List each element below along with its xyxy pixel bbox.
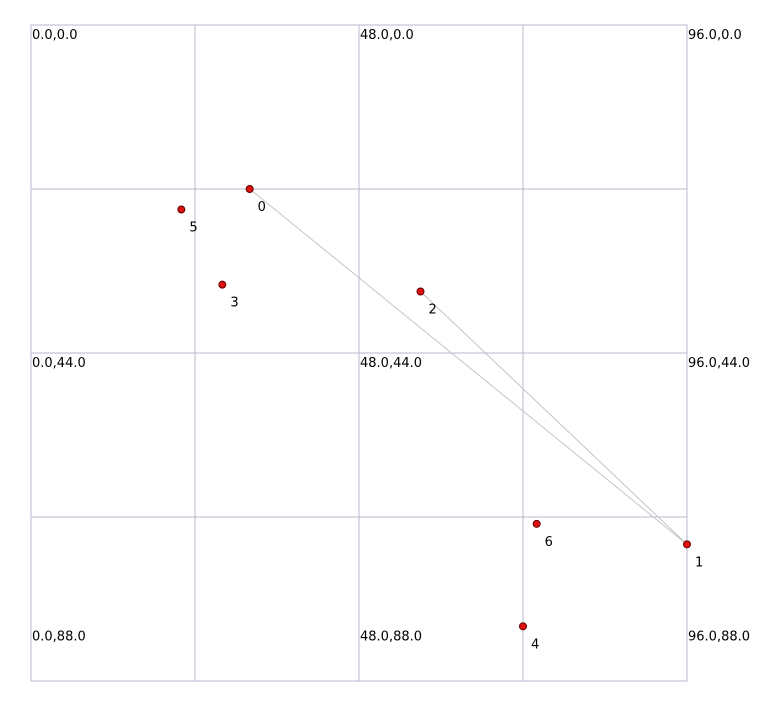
grid	[30, 24, 688, 682]
point-5	[177, 205, 186, 214]
corner-labels: 0.0,0.0 48.0,0.0 96.0,0.0 0.0,44.0 48.0,44.0…	[32, 28, 750, 644]
coordinate-label: 48.0,88.0	[360, 629, 422, 644]
point-2	[416, 287, 425, 296]
point-4	[519, 622, 527, 631]
edge-0-1	[249, 188, 688, 545]
point-0	[245, 185, 254, 193]
point-label-3: 3	[230, 296, 238, 311]
coordinate-label: 48.0,0.0	[360, 28, 414, 43]
point-label-0: 0	[258, 200, 266, 215]
coordinate-label: 0.0,44.0	[32, 356, 86, 371]
coordinate-label: 0.0,88.0	[32, 629, 86, 644]
point-label-4: 4	[531, 637, 539, 652]
coordinate-label: 96.0,88.0	[688, 629, 750, 644]
edges	[249, 188, 688, 545]
coordinate-label: 96.0,0.0	[688, 28, 742, 43]
coordinate-label: 48.0,44.0	[360, 356, 422, 371]
points: 0 1 2 3 4 5 6	[177, 185, 703, 652]
coordinate-label: 0.0,0.0	[32, 28, 77, 43]
point-label-6: 6	[545, 535, 553, 550]
point-label-5: 5	[189, 221, 197, 236]
edge-2-1	[420, 291, 688, 545]
point-label-2: 2	[429, 303, 437, 318]
point-6	[532, 519, 541, 528]
point-3	[218, 280, 227, 289]
point-1	[683, 540, 691, 549]
coordinate-label: 96.0,44.0	[688, 356, 750, 371]
point-label-1: 1	[695, 555, 703, 570]
